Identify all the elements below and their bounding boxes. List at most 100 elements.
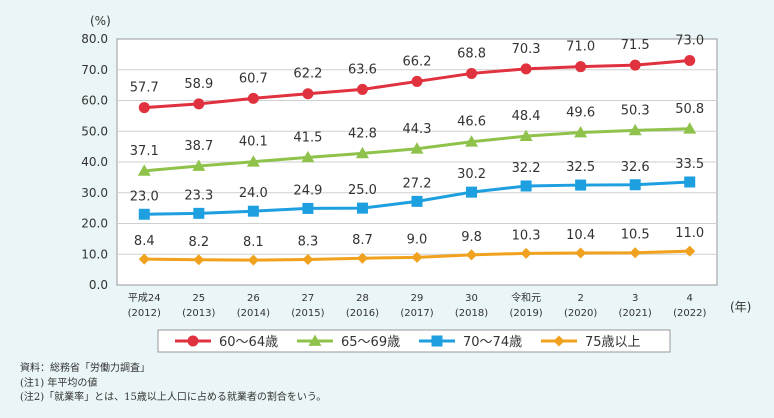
data-label: 70.3 [512,42,541,57]
legend-marker [187,335,199,347]
data-label: 62.2 [293,67,322,82]
data-label: 48.4 [512,109,541,124]
x-axis: 平成24 (2012) 25 (2013) 26 (2014) 27 (2015) 28 (201… [128,291,707,319]
data-label: 30.2 [457,167,486,182]
data-label: 10.5 [621,228,650,243]
data-point [575,61,587,73]
data-label: 9.8 [461,230,482,245]
legend-label: 75歳以上 [585,335,641,350]
data-point [138,208,150,220]
legend-entry-2: 65～69歳 [297,334,400,350]
data-label: 10.3 [512,228,541,243]
data-point [301,150,315,163]
y-tick-label: 20.0 [81,217,108,231]
data-point [684,245,696,257]
x-tick-year-label: (2015) [291,308,324,319]
x-tick-era-label: 3 [632,293,638,304]
data-label: 73.0 [675,34,704,49]
y-axis-unit-label: (%) [90,14,111,28]
data-label: 23.3 [184,188,213,203]
x-tick-era-label: 25 [192,293,205,304]
y-tick-label: 0.0 [89,278,108,292]
data-point [575,179,587,191]
x-axis-unit-label: (年) [730,300,751,314]
data-point [193,98,205,110]
data-label: 37.1 [130,144,159,159]
data-point [193,254,205,266]
data-label: 50.3 [621,103,650,118]
x-tick-year-label: (2017) [400,308,433,319]
data-label: 32.5 [566,160,595,175]
data-label: 58.9 [184,77,213,92]
data-label: 57.7 [130,81,159,96]
x-tick-year-label: (2013) [182,308,215,319]
data-point [520,180,532,192]
data-label: 71.0 [566,40,595,55]
data-label: 60.7 [239,71,268,86]
x-tick-era-label: 30 [465,293,478,304]
data-label: 40.1 [239,135,268,150]
y-tick-label: 70.0 [81,63,108,77]
series-3: 23.0 23.3 24.0 24.9 25.0 27.2 30.2 32.2 32.5 32.6… [130,157,704,220]
data-label: 8.3 [298,234,319,249]
data-point [192,159,206,171]
y-tick-label: 40.0 [81,155,108,169]
y-tick-label: 50.0 [81,124,108,138]
x-tick-era-label: 平成24 [128,292,161,304]
x-tick-era-label: 29 [411,293,424,304]
legend-marker [431,335,443,347]
x-tick-era-label: 27 [302,293,315,304]
data-label: 49.6 [566,105,595,120]
data-label: 25.0 [348,183,377,198]
data-label: 24.9 [293,183,322,198]
data-point [247,205,259,217]
x-tick-era-label: 4 [687,293,693,304]
series-4: 8.4 8.2 8.1 8.3 8.7 9.0 9.8 10.3 10.4 10.5 11.0 [134,226,704,266]
data-point [138,253,150,265]
data-label: 41.5 [293,130,322,145]
series-layer: 57.7 58.9 60.7 62.2 63.6 66.2 68.8 70.3 71.0 71.5… [130,34,704,266]
data-point [683,122,697,134]
data-point [520,247,532,259]
data-label: 23.0 [130,189,159,204]
legend-marker [553,335,565,347]
x-tick-year-label: (2021) [619,308,652,319]
x-tick-era-label: 26 [247,293,260,304]
legend-entry-3: 70～74歳 [419,335,522,350]
data-label: 71.5 [621,38,650,53]
data-label: 8.2 [188,235,209,250]
legend-label: 60～64歳 [219,335,278,350]
data-label: 42.8 [348,126,377,141]
data-label: 24.0 [239,186,268,201]
y-tick-label: 80.0 [81,32,108,46]
data-label: 8.4 [134,234,155,249]
footnote-1: (注1) 年平均の値 [20,377,98,389]
data-label: 68.8 [457,46,486,61]
data-point [247,92,259,104]
legend [157,329,671,353]
source-notes: 資料：総務省「労働力調査」 (注1) 年平均の値 (注2)「就業率」とは、15歳… [20,362,326,406]
data-label: 11.0 [675,226,704,241]
source-note: 資料：総務省「労働力調査」 [20,363,150,374]
data-label: 33.5 [675,157,704,172]
data-label: 27.2 [403,176,432,191]
data-point [247,254,259,266]
data-point [574,125,588,138]
data-point [137,164,151,176]
legend-entry-1: 60～64歳 [175,335,278,350]
data-label: 9.0 [407,232,428,247]
data-point [302,88,314,100]
data-label: 38.7 [184,139,213,154]
x-tick-year-label: (2022) [673,308,706,319]
data-point [465,135,479,147]
footnote-2: (注2)「就業率」とは、15歳以上人口に占める就業者の割合をいう。 [20,392,327,403]
data-point [628,123,642,136]
data-label: 63.6 [348,62,377,77]
data-point [302,202,314,214]
data-label: 8.7 [352,233,373,248]
data-point [466,249,478,261]
y-tick-label: 10.0 [81,247,108,261]
data-label: 50.8 [675,102,704,117]
x-tick-era-label: 2 [577,293,583,304]
